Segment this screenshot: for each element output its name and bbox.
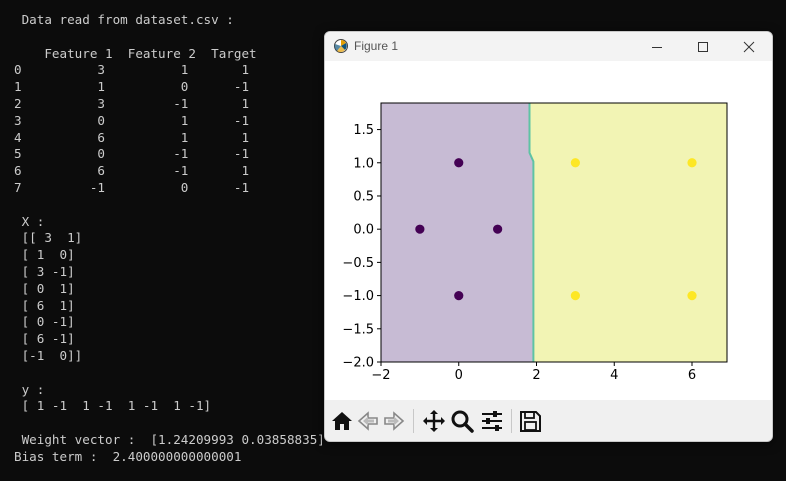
y-tick-label: 1.5 xyxy=(353,123,374,138)
toolbar-separator xyxy=(413,409,414,433)
title-bar[interactable]: Figure 1 xyxy=(325,32,772,61)
data-point xyxy=(687,158,697,168)
x-tick-label: −2 xyxy=(371,368,390,383)
maximize-button[interactable] xyxy=(680,32,726,61)
y-tick-label: −0.5 xyxy=(342,256,374,271)
close-button[interactable] xyxy=(726,32,772,61)
window-title: Figure 1 xyxy=(354,39,399,53)
toolbar-separator xyxy=(511,409,512,433)
minimize-button[interactable] xyxy=(634,32,680,61)
configure-subplots-icon[interactable] xyxy=(479,408,505,434)
x-tick-label: 6 xyxy=(688,368,696,383)
decision-boundary xyxy=(528,103,535,362)
data-point xyxy=(415,224,425,234)
y-tick-label: 0.0 xyxy=(353,223,374,238)
close-icon xyxy=(743,41,755,52)
x-tick-label: 2 xyxy=(532,368,540,383)
y-tick-label: 0.5 xyxy=(353,189,374,204)
data-point xyxy=(454,158,464,168)
negative-class-region xyxy=(381,103,534,362)
home-icon[interactable] xyxy=(329,408,355,434)
maximize-icon xyxy=(698,41,708,52)
minimize-icon xyxy=(652,46,662,48)
pan-icon[interactable] xyxy=(421,408,447,434)
axes-frame xyxy=(380,102,728,363)
scatter-chart: −2 0 2 4 6 −2.0 −1.5 −1.0 −0.5 0.0 0.5 1.0 1.5 xyxy=(342,102,728,383)
data-point xyxy=(570,290,580,301)
y-tick-label: −1.0 xyxy=(342,289,374,304)
data-point xyxy=(687,290,697,301)
y-tick-label: −1.5 xyxy=(342,322,374,337)
x-tick-label: 4 xyxy=(610,368,618,383)
data-point xyxy=(570,158,580,168)
plot-canvas[interactable]: −2 0 2 4 6 −2.0 −1.5 −1.0 −0.5 0.0 0.5 1.0 1.5 xyxy=(325,61,772,400)
navigation-toolbar xyxy=(325,400,772,441)
positive-class-region xyxy=(529,103,727,362)
y-tick-label: −2.0 xyxy=(342,356,374,371)
back-icon[interactable] xyxy=(355,408,381,434)
x-tick-label: 0 xyxy=(455,368,463,383)
figure-window[interactable]: Figure 1 −2 0 2 4 6 −2.0 −1.5 −1.0 −0.5 0.0 0.5 1.0… xyxy=(324,31,773,442)
forward-icon[interactable] xyxy=(381,408,407,434)
data-point xyxy=(454,290,464,301)
matplotlib-icon xyxy=(334,39,348,53)
data-point xyxy=(493,224,503,234)
y-tick-label: 1.0 xyxy=(353,156,374,171)
save-icon[interactable] xyxy=(517,408,543,434)
zoom-icon[interactable] xyxy=(449,408,475,434)
terminal-text: Data read from dataset.csv : Feature 1 F… xyxy=(14,12,325,464)
